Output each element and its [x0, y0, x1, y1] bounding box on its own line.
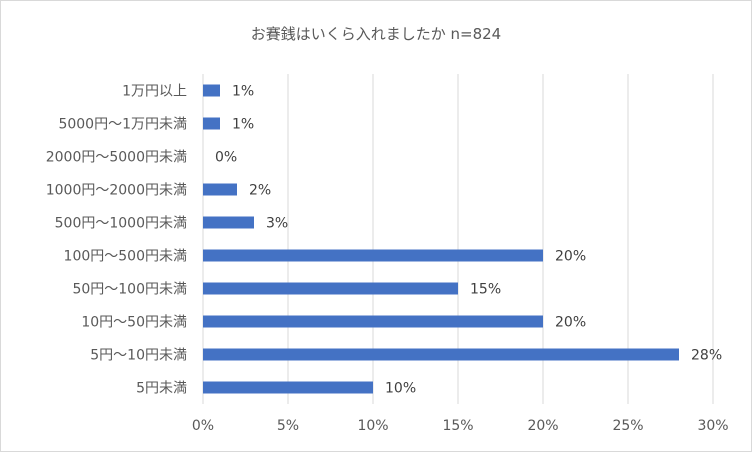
bar [203, 216, 254, 229]
bar [203, 249, 543, 262]
data-label: 3% [266, 216, 288, 232]
category-label: 500円～1000円未満 [55, 216, 187, 232]
data-label: 15% [470, 282, 501, 298]
x-tick-label: 15% [442, 418, 473, 434]
category-label: 1000円～2000円未満 [46, 183, 187, 199]
data-label: 20% [555, 315, 586, 331]
bar [203, 282, 458, 295]
bar [203, 381, 373, 394]
category-label: 100円～500円未満 [64, 249, 187, 265]
category-label: 5円～10円未満 [90, 348, 187, 364]
x-tick-label: 0% [192, 418, 214, 434]
category-label: 5000円～1万円未満 [58, 117, 187, 133]
data-label: 2% [249, 183, 271, 199]
category-label: 1万円以上 [122, 84, 187, 100]
category-label: 5円未満 [136, 381, 187, 397]
data-label: 1% [232, 117, 254, 133]
category-label: 2000円～5000円未満 [46, 150, 187, 166]
bar [203, 315, 543, 328]
bar [203, 117, 220, 130]
bar [203, 84, 220, 97]
x-tick-label: 5% [277, 418, 299, 434]
data-label: 0% [215, 150, 237, 166]
bar [203, 348, 679, 361]
x-tick-label: 30% [697, 418, 728, 434]
data-label: 20% [555, 249, 586, 265]
category-label: 50円～100円未満 [72, 282, 187, 298]
category-label: 10円～50円未満 [81, 315, 187, 331]
data-label: 10% [385, 381, 416, 397]
x-tick-label: 10% [357, 418, 388, 434]
x-tick-label: 20% [527, 418, 558, 434]
x-tick-label: 25% [612, 418, 643, 434]
chart-title: お賽銭はいくら入れましたか n=824 [250, 25, 502, 43]
data-label: 1% [232, 84, 254, 100]
data-label: 28% [691, 348, 722, 364]
bar [203, 183, 237, 196]
